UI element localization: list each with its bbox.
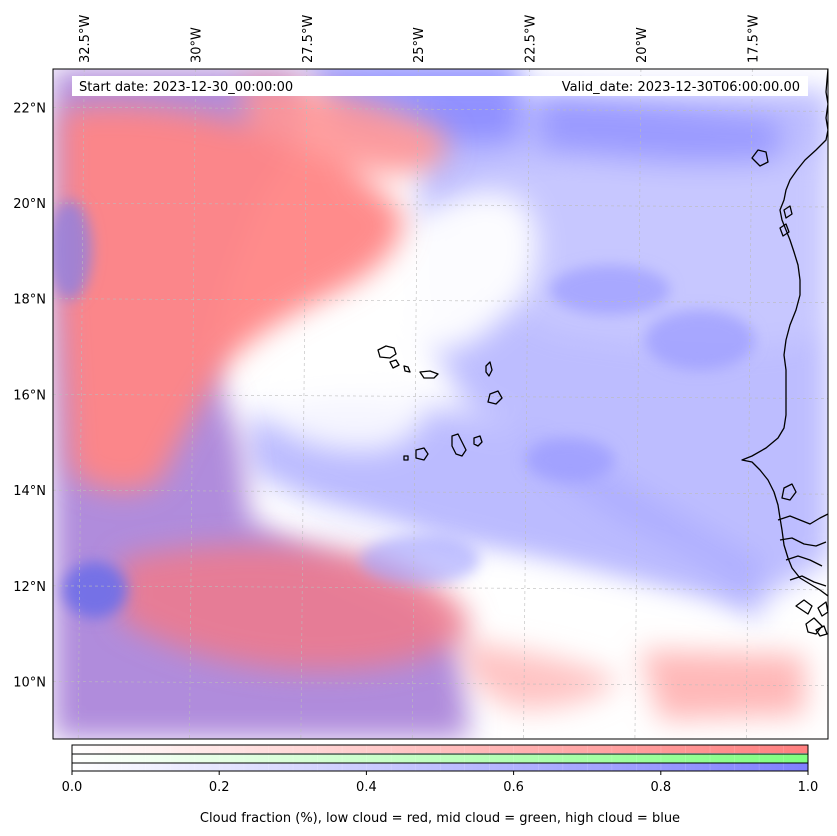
gridline-lon <box>77 69 85 739</box>
longitude-tick-labels: 32.5°W 30°W 27.5°W 25°W 22.5°W 20°W 17.5°W <box>78 15 761 63</box>
gridline-lon <box>300 69 308 739</box>
lon-tick-label: 22.5°W <box>524 15 539 63</box>
lon-tick-label: 32.5°W <box>78 15 93 63</box>
map-panel: Start date: 2023-12-30_00:00:00 Valid_da… <box>13 15 829 740</box>
gridline-lon <box>745 69 753 739</box>
dense-high-cloud-patches <box>53 200 755 618</box>
cloud-field <box>53 69 828 739</box>
gridline-lon <box>411 69 419 739</box>
lon-tick-label: 20°W <box>635 27 650 63</box>
coastlines <box>377 69 828 637</box>
lon-tick-label: 30°W <box>190 27 205 63</box>
colorbar-tick-label: 0.2 <box>209 780 230 795</box>
senegal-gambia-coast <box>777 483 828 637</box>
map-frame <box>52 68 829 740</box>
gridlines <box>53 69 828 739</box>
latitude-tick-labels: 22°N 20°N 18°N 16°N 14°N 12°N 10°N <box>13 101 46 690</box>
colorbar-tick-label: 0.4 <box>356 780 377 795</box>
lat-tick-label: 22°N <box>13 101 46 116</box>
start-date-label: Start date: 2023-12-30_00:00:00 <box>79 80 293 95</box>
lon-tick-label: 27.5°W <box>301 15 316 63</box>
colorbar-segments <box>72 745 808 771</box>
lat-tick-label: 18°N <box>13 293 46 308</box>
africa-coastline <box>741 69 828 597</box>
colorbar-tick-label: 0.8 <box>650 780 671 795</box>
gridline-lon <box>634 69 642 739</box>
colorbar-caption: Cloud fraction (%), low cloud = red, mid… <box>200 811 680 826</box>
cape-verde-islands <box>377 345 503 461</box>
colorbar: 0.0 0.2 0.4 0.6 0.8 1.0 Cloud fraction (%), l… <box>62 744 819 826</box>
lat-tick-label: 12°N <box>13 580 46 595</box>
gridline-lon <box>189 69 196 739</box>
lat-tick-label: 10°N <box>13 676 46 691</box>
colorbar-tick-label: 0.6 <box>503 780 524 795</box>
lon-tick-label: 17.5°W <box>746 15 761 63</box>
lat-tick-label: 16°N <box>13 388 46 403</box>
coastal-islands-north <box>751 149 793 237</box>
colorbar-frame <box>71 744 809 772</box>
colorbar-ticks: 0.0 0.2 0.4 0.6 0.8 1.0 <box>62 771 819 795</box>
valid-date-label: Valid_date: 2023-12-30T06:00:00.00 <box>562 80 800 95</box>
lon-tick-label: 25°W <box>412 27 427 63</box>
colorbar-tick-label: 0.0 <box>62 780 83 795</box>
colorbar-tick-label: 1.0 <box>798 780 819 795</box>
lat-tick-label: 20°N <box>13 197 46 212</box>
gridline-lon <box>523 69 530 739</box>
lat-tick-label: 14°N <box>13 484 46 499</box>
date-banner <box>72 76 808 96</box>
